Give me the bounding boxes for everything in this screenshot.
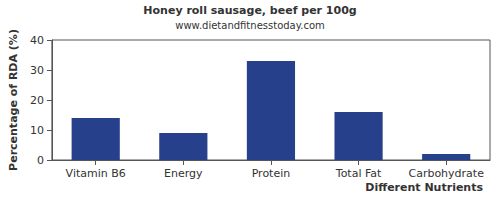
- svg-text:www.dietandfitnesstoday.com: www.dietandfitnesstoday.com: [175, 20, 324, 31]
- svg-text:40: 40: [30, 34, 44, 47]
- svg-text:Different Nutrients: Different Nutrients: [365, 181, 483, 194]
- svg-text:Vitamin B6: Vitamin B6: [66, 167, 126, 180]
- svg-text:Honey roll sausage, beef per 1: Honey roll sausage, beef per 100g: [143, 4, 356, 17]
- svg-text:Protein: Protein: [252, 167, 291, 180]
- svg-text:30: 30: [30, 64, 44, 77]
- svg-text:Percentage of RDA (%): Percentage of RDA (%): [7, 29, 20, 171]
- svg-text:Carbohydrate: Carbohydrate: [408, 167, 484, 180]
- svg-text:10: 10: [30, 124, 44, 137]
- svg-text:Energy: Energy: [164, 167, 203, 180]
- svg-text:Total Fat: Total Fat: [335, 167, 382, 180]
- svg-text:0: 0: [37, 154, 44, 167]
- svg-text:20: 20: [30, 94, 44, 107]
